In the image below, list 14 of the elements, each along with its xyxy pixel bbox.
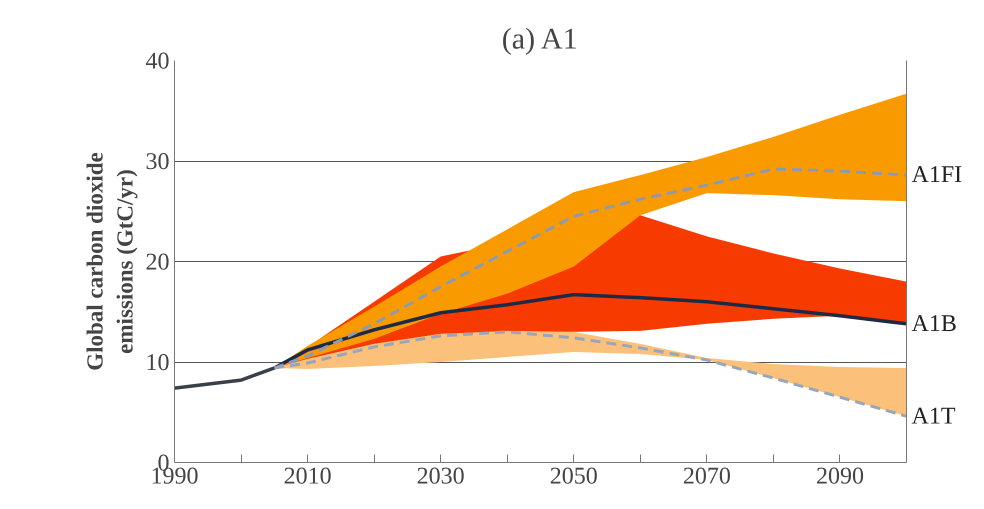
y-tick-label: 30	[146, 149, 170, 175]
series-label: A1FI	[912, 162, 962, 188]
y-tick-label: 10	[146, 350, 170, 376]
x-tick-label: 2010	[284, 464, 332, 490]
series-label: A1B	[912, 310, 957, 337]
x-tick-label: 2070	[682, 464, 731, 490]
x-tick-label: 2050	[550, 464, 598, 490]
chart-title: (a) A1	[502, 22, 578, 56]
x-tick-label: 2090	[816, 464, 864, 490]
y-tick-label: 40	[146, 48, 170, 74]
x-tick-label: 2030	[416, 464, 465, 490]
y-tick-label: 20	[146, 250, 170, 276]
y-axis-title: Global carbon dioxide emissions (GtC/yr)	[82, 152, 138, 371]
series-label: A1T	[912, 403, 956, 430]
